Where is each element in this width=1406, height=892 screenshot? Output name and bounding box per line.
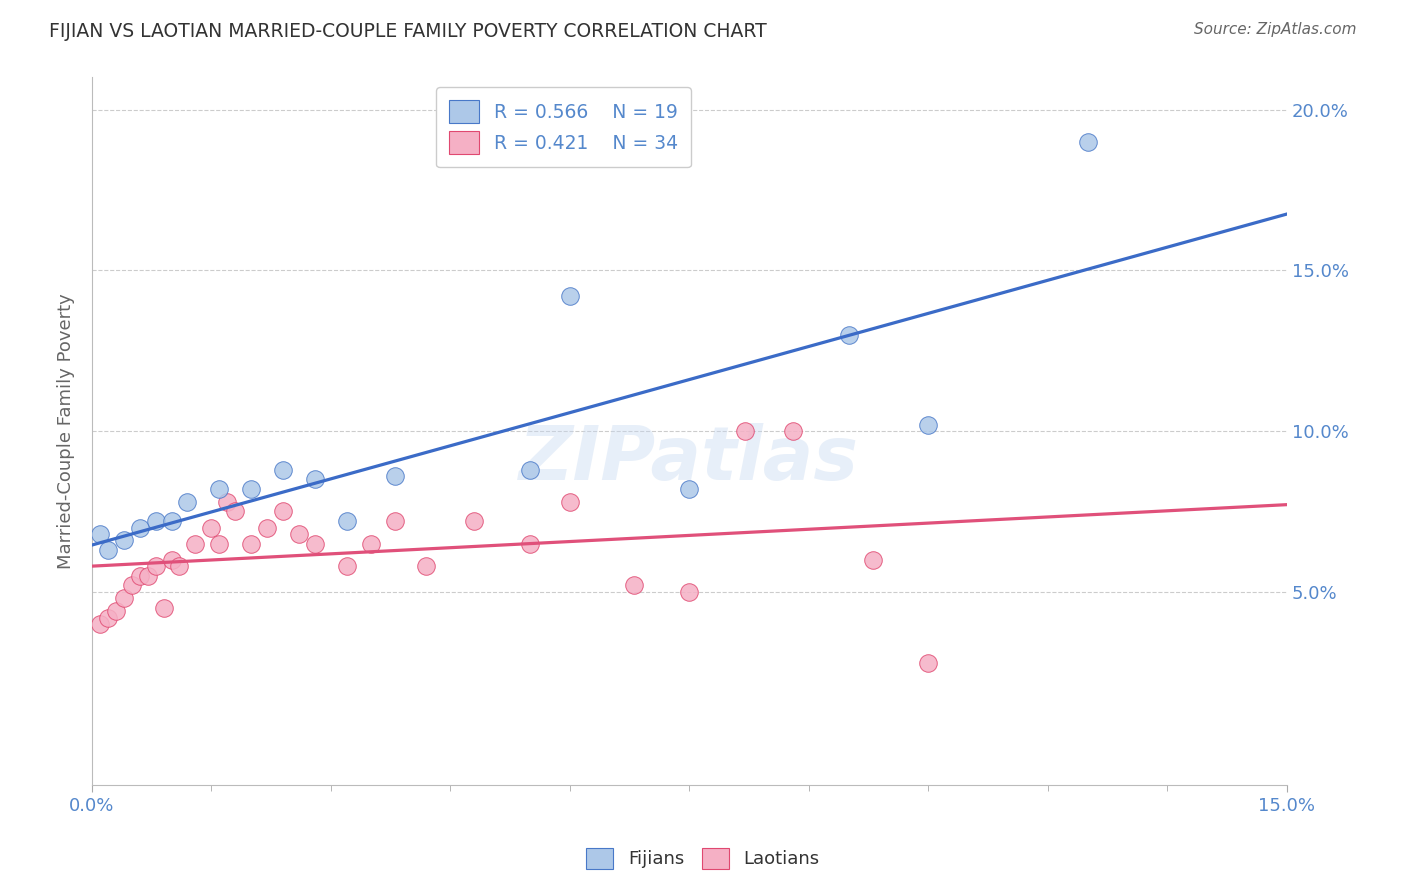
Point <box>224 504 246 518</box>
Point <box>89 617 111 632</box>
Point <box>415 559 437 574</box>
Point <box>917 417 939 432</box>
Point <box>304 472 326 486</box>
Point <box>384 469 406 483</box>
Point <box>558 495 581 509</box>
Text: ZIPatlas: ZIPatlas <box>519 423 859 496</box>
Point <box>463 514 485 528</box>
Point <box>288 527 311 541</box>
Legend: R = 0.566    N = 19, R = 0.421    N = 34: R = 0.566 N = 19, R = 0.421 N = 34 <box>436 87 692 168</box>
Text: FIJIAN VS LAOTIAN MARRIED-COUPLE FAMILY POVERTY CORRELATION CHART: FIJIAN VS LAOTIAN MARRIED-COUPLE FAMILY … <box>49 22 766 41</box>
Text: Source: ZipAtlas.com: Source: ZipAtlas.com <box>1194 22 1357 37</box>
Point <box>104 604 127 618</box>
Point <box>240 536 263 550</box>
Point <box>384 514 406 528</box>
Point <box>136 568 159 582</box>
Point <box>917 656 939 670</box>
Point <box>558 289 581 303</box>
Point <box>89 527 111 541</box>
Point <box>271 504 294 518</box>
Point <box>256 520 278 534</box>
Point <box>782 424 804 438</box>
Point <box>112 533 135 548</box>
Point <box>160 552 183 566</box>
Point <box>97 543 120 558</box>
Point <box>838 327 860 342</box>
Legend: Fijians, Laotians: Fijians, Laotians <box>579 840 827 876</box>
Point <box>360 536 382 550</box>
Point <box>152 601 174 615</box>
Point <box>519 463 541 477</box>
Point <box>208 536 231 550</box>
Point <box>623 578 645 592</box>
Point <box>200 520 222 534</box>
Point <box>678 585 700 599</box>
Point <box>145 559 167 574</box>
Y-axis label: Married-Couple Family Poverty: Married-Couple Family Poverty <box>58 293 75 569</box>
Point <box>176 495 198 509</box>
Point <box>304 536 326 550</box>
Point <box>97 610 120 624</box>
Point <box>734 424 756 438</box>
Point <box>208 482 231 496</box>
Point <box>519 536 541 550</box>
Point <box>145 514 167 528</box>
Point <box>240 482 263 496</box>
Point <box>169 559 191 574</box>
Point <box>1077 135 1099 149</box>
Point <box>128 520 150 534</box>
Point <box>336 514 359 528</box>
Point <box>862 552 884 566</box>
Point <box>184 536 207 550</box>
Point <box>112 591 135 606</box>
Point <box>336 559 359 574</box>
Point <box>271 463 294 477</box>
Point <box>128 568 150 582</box>
Point <box>217 495 239 509</box>
Point <box>121 578 143 592</box>
Point <box>160 514 183 528</box>
Point <box>678 482 700 496</box>
